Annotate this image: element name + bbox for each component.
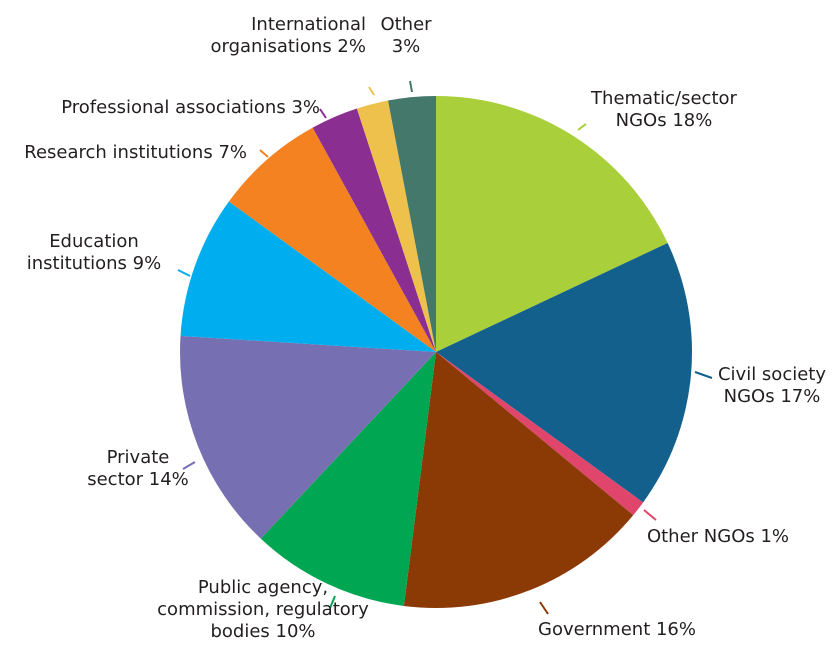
slice-label-line: bodies 10% bbox=[210, 621, 315, 642]
leader-line-4 bbox=[539, 601, 549, 615]
leader-line-11 bbox=[409, 80, 413, 93]
pie-slice-3 bbox=[436, 352, 644, 516]
slice-label-6: Private sector 14% bbox=[87, 447, 189, 490]
slice-label-line: sector 14% bbox=[87, 469, 189, 490]
leader-line-8 bbox=[259, 149, 269, 158]
pie-slice-1 bbox=[436, 96, 668, 352]
pie-slice-6 bbox=[180, 335, 436, 539]
slice-label-line: institutions 9% bbox=[27, 253, 161, 274]
slice-label-line: Thematic/sector bbox=[590, 88, 737, 109]
slice-label-8: Research institutions 7% bbox=[24, 142, 247, 163]
slice-label-line: International bbox=[251, 14, 366, 35]
slice-label-line: Education bbox=[49, 231, 139, 252]
slice-label-1: Thematic/sector NGOs 18% bbox=[590, 88, 737, 131]
slice-label-9: Professional associations 3% bbox=[61, 97, 320, 118]
pie-slice-5 bbox=[260, 352, 436, 606]
leader-line-2 bbox=[694, 371, 713, 379]
slice-label-line: Government 16% bbox=[538, 619, 696, 640]
leader-line-1 bbox=[577, 123, 587, 131]
slice-label-line: Civil society bbox=[718, 364, 826, 385]
pie-slice-9 bbox=[312, 108, 436, 352]
slice-label-line: Other NGOs 1% bbox=[647, 526, 789, 547]
slice-label-line: organisations 2% bbox=[210, 36, 366, 57]
slice-label-line: commission, regulatory bbox=[157, 599, 369, 620]
pie-slice-8 bbox=[228, 127, 436, 352]
slice-label-10: International organisations 2% bbox=[210, 14, 366, 57]
slice-label-line: Public agency, bbox=[198, 577, 328, 598]
leader-lines bbox=[177, 80, 713, 615]
slice-label-line: NGOs 18% bbox=[616, 110, 713, 131]
slice-label-line: NGOs 17% bbox=[724, 386, 821, 407]
leader-line-9 bbox=[319, 108, 327, 119]
slice-label-2: Civil society NGOs 17% bbox=[718, 364, 826, 407]
pie-slice-4 bbox=[403, 352, 634, 608]
slice-label-4: Government 16% bbox=[538, 619, 696, 640]
leader-line-10 bbox=[368, 86, 375, 96]
slice-label-line: Professional associations 3% bbox=[61, 97, 320, 118]
pie-slice-10 bbox=[356, 100, 436, 352]
slice-label-5: Public agency, commission, regulatory bodi… bbox=[157, 577, 369, 642]
leader-line-5 bbox=[329, 595, 336, 609]
leader-line-7 bbox=[177, 269, 191, 277]
slice-label-line: 3% bbox=[392, 36, 421, 57]
pie-slice-11 bbox=[388, 96, 436, 352]
leader-line-6 bbox=[182, 461, 196, 470]
slice-labels: Thematic/sector NGOs 18%Civil society NGOs… bbox=[24, 14, 826, 642]
leader-line-3 bbox=[643, 509, 657, 521]
slice-label-line: Private bbox=[107, 447, 170, 468]
pie-slices bbox=[180, 96, 693, 608]
slice-label-7: Education institutions 9% bbox=[27, 231, 161, 274]
pie-slice-2 bbox=[436, 243, 693, 503]
slice-label-3: Other NGOs 1% bbox=[647, 526, 789, 547]
pie-slice-7 bbox=[180, 201, 436, 352]
slice-label-line: Research institutions 7% bbox=[24, 142, 247, 163]
slice-label-line: Other bbox=[380, 14, 432, 35]
slice-label-11: Other 3% bbox=[380, 14, 432, 57]
